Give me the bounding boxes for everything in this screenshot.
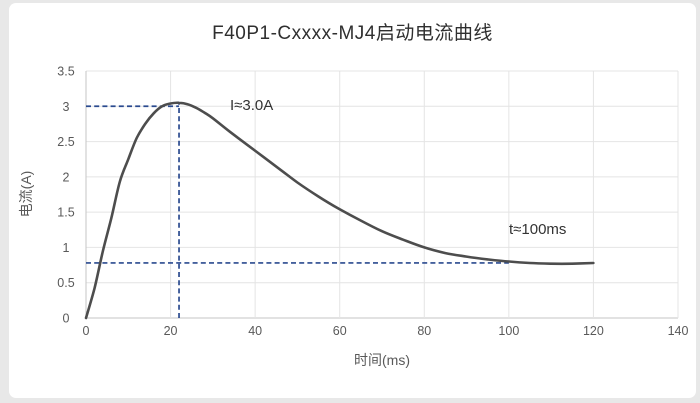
y-tick-label: 3: [63, 100, 70, 114]
chart-panel: F40P1-Cxxxx-MJ4启动电流曲线 0 20 40 60 80 100 120 140…: [9, 3, 696, 398]
annotation-peak-current: I≈3.0A: [230, 97, 274, 114]
y-tick-label: 0: [63, 312, 70, 326]
x-tick-label: 80: [417, 324, 431, 338]
x-tick-label: 140: [668, 324, 689, 338]
x-tick-label: 20: [164, 324, 178, 338]
x-tick-label: 60: [333, 324, 347, 338]
current-curve: [84, 101, 595, 320]
y-tick-label: 1.5: [57, 206, 74, 220]
annotation-settle-time: t≈100ms: [509, 221, 567, 238]
y-tick-label: 2: [63, 170, 70, 184]
x-tick-label: 120: [583, 324, 604, 338]
y-axis-title: 电流(A): [18, 170, 34, 218]
x-tick-label: 0: [83, 324, 90, 338]
x-tick-label: 100: [498, 324, 519, 338]
y-tick-label: 2.5: [57, 135, 74, 149]
line-chart: 0 20 40 60 80 100 120 140 0 0.5 1 1.5 2 2.5 3 3.5: [57, 65, 689, 339]
y-tick-label: 0.5: [57, 276, 74, 290]
chart-title: F40P1-Cxxxx-MJ4启动电流曲线: [212, 23, 493, 44]
x-axis-title: 时间(ms): [354, 352, 410, 368]
y-tick-label: 1: [63, 241, 70, 255]
y-tick-label: 3.5: [57, 65, 74, 79]
x-tick-label: 40: [248, 324, 262, 338]
